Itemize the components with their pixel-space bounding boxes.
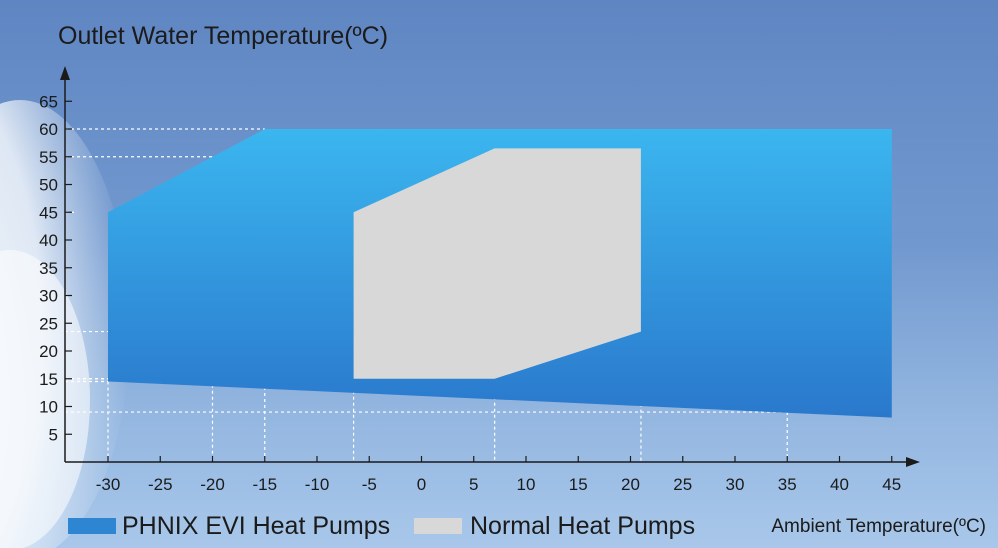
y-tick-labels: 5 10 15 20 25 30 35 40 45 50 55 60 65	[39, 92, 58, 444]
y-tick-label: 60	[39, 120, 58, 139]
x-tick-label: 35	[778, 475, 797, 494]
x-axis-label: Ambient Temperature(ºC)	[771, 516, 986, 537]
x-tick-label: 15	[569, 475, 588, 494]
x-tick-label: -10	[305, 475, 330, 494]
y-tick-label: 50	[39, 176, 58, 195]
x-tick-label: -25	[148, 475, 173, 494]
x-tick-label: 45	[882, 475, 901, 494]
x-tick-label: 40	[830, 475, 849, 494]
legend-swatch-normal	[414, 518, 462, 534]
x-tick-label: -15	[252, 475, 277, 494]
y-axis-label: Outlet Water Temperature(ºC)	[58, 22, 388, 50]
x-tick-label: -5	[362, 475, 377, 494]
x-tick-label: 0	[417, 475, 426, 494]
y-tick-label: 5	[49, 425, 58, 444]
x-tick-label: 30	[726, 475, 745, 494]
y-tick-label: 35	[39, 259, 58, 278]
y-tick-label: 40	[39, 231, 58, 250]
legend-label-normal: Normal Heat Pumps	[470, 512, 695, 540]
y-tick-label: 65	[39, 92, 58, 111]
y-tick-label: 15	[39, 370, 58, 389]
x-tick-label: -30	[96, 475, 121, 494]
y-tick-label: 25	[39, 314, 58, 333]
x-tick-label: 5	[469, 475, 478, 494]
y-axis-arrow	[60, 66, 70, 80]
y-tick-label: 55	[39, 148, 58, 167]
x-tick-label: -20	[200, 475, 225, 494]
y-tick-label: 20	[39, 342, 58, 361]
y-tick-label: 30	[39, 287, 58, 306]
y-tick-label: 10	[39, 398, 58, 417]
legend-swatch-evi	[68, 518, 116, 534]
y-tick-label: 45	[39, 203, 58, 222]
x-tick-label: 25	[673, 475, 692, 494]
x-axis-arrow	[906, 457, 920, 467]
x-tick-labels: -30 -25 -20 -15 -10 -5 0 5 10 15 20 25 30 35 40 45	[96, 475, 902, 494]
axes	[60, 66, 920, 467]
legend-label-evi: PHNIX EVI Heat Pumps	[122, 512, 390, 540]
x-tick-label: 10	[517, 475, 536, 494]
legend: PHNIX EVI Heat Pumps Normal Heat Pumps	[68, 512, 695, 540]
x-tick-label: 20	[621, 475, 640, 494]
normal-range-area	[353, 148, 641, 379]
range-areas	[108, 129, 892, 418]
